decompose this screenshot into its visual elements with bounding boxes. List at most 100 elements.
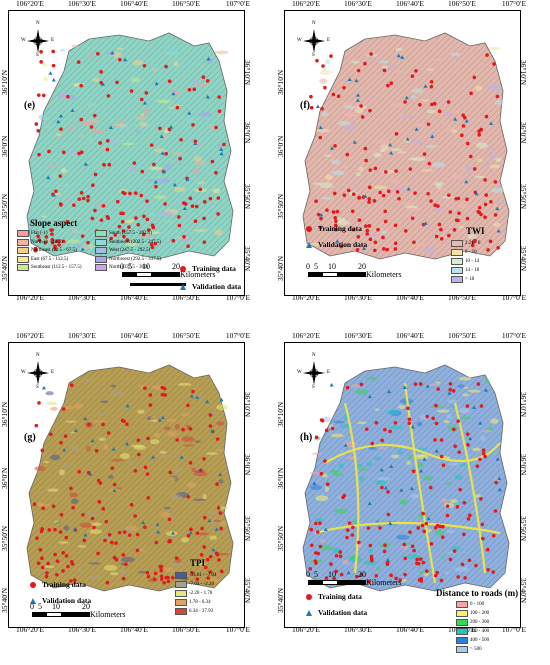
map-frame	[8, 10, 245, 296]
validation-label: Validation data	[42, 596, 92, 605]
training-point	[484, 114, 489, 119]
validation-point	[151, 455, 156, 459]
terrain-texture	[206, 452, 218, 455]
training-point	[99, 218, 104, 222]
training-point	[456, 575, 460, 579]
training-point	[105, 215, 110, 219]
training-point	[356, 235, 361, 239]
training-point	[66, 94, 70, 99]
terrain-texture	[399, 499, 409, 505]
training-point	[102, 163, 106, 167]
training-point	[355, 247, 360, 252]
terrain-texture	[412, 122, 425, 128]
map-frame	[8, 342, 245, 628]
terrain-texture	[396, 534, 410, 540]
validation-point	[346, 570, 351, 575]
training-point	[195, 531, 200, 535]
legend-item: 2.21 - 6	[451, 240, 480, 247]
training-point	[146, 574, 151, 579]
training-point	[117, 530, 122, 535]
terrain-texture	[367, 234, 381, 237]
training-point	[89, 125, 94, 129]
terrain-texture	[139, 121, 148, 127]
terrain-texture	[66, 198, 72, 201]
training-point	[32, 502, 37, 507]
training-point	[421, 560, 426, 565]
terrain-texture	[346, 156, 355, 159]
terrain-texture	[356, 464, 363, 468]
map-canvas	[302, 32, 510, 260]
terrain-texture	[422, 476, 433, 481]
training-point	[58, 530, 63, 534]
training-point	[448, 387, 453, 392]
training-point	[121, 553, 126, 557]
training-point	[46, 561, 50, 566]
training-point	[110, 466, 115, 470]
terrain-texture	[319, 78, 328, 84]
terrain-texture	[216, 421, 225, 426]
legend-item-label: Northeast (22.5 - 67.5)	[31, 248, 77, 253]
training-point	[57, 243, 61, 247]
training-point	[115, 199, 120, 204]
training-point	[481, 451, 486, 456]
legend-item: > 18	[451, 276, 474, 283]
training-point	[364, 158, 368, 163]
training-point	[381, 247, 386, 251]
training-point	[61, 569, 65, 573]
training-point	[494, 480, 498, 485]
validation-point	[478, 421, 483, 425]
training-point	[194, 204, 199, 209]
validation-point	[335, 239, 340, 243]
terrain-texture	[407, 454, 413, 460]
training-point	[107, 533, 112, 537]
panel-letter: (f)	[300, 100, 310, 111]
x-tick-bottom: 107°0′E	[501, 625, 527, 634]
training-point	[452, 427, 456, 432]
terrain-texture	[494, 201, 506, 205]
training-point	[434, 403, 438, 408]
terrain-texture	[443, 110, 451, 117]
terrain-texture	[59, 469, 65, 476]
x-tick-top: 106°40′E	[120, 0, 148, 8]
training-point	[441, 524, 445, 529]
map-canvas	[26, 32, 234, 260]
training-point	[134, 216, 138, 220]
terrain-texture	[421, 99, 430, 102]
terrain-texture	[147, 231, 160, 234]
training-point	[341, 495, 345, 500]
legend-item: > 500	[456, 646, 482, 653]
terrain-texture	[378, 60, 390, 64]
training-point	[435, 570, 440, 575]
validation-point	[434, 449, 439, 453]
training-point	[164, 575, 169, 580]
training-point	[383, 427, 387, 432]
terrain-texture	[332, 473, 344, 477]
legend-item-label: North (0 - 22.5)	[31, 239, 63, 245]
terrain-texture	[344, 112, 357, 118]
validation-point	[41, 385, 46, 390]
validation-point	[400, 55, 405, 59]
validation-point	[219, 151, 224, 156]
validation-point	[315, 104, 320, 109]
terrain-texture	[375, 480, 387, 486]
validation-label: Validation data	[192, 282, 242, 291]
training-point	[117, 57, 122, 62]
training-point	[367, 224, 372, 228]
training-point	[320, 106, 324, 111]
legend-swatch	[17, 255, 29, 263]
study-area	[26, 32, 234, 260]
terrain-texture	[495, 185, 503, 189]
validation-point	[171, 531, 176, 535]
terrain-texture	[447, 462, 461, 466]
terrain-texture	[87, 575, 101, 580]
validation-point	[205, 94, 210, 99]
legend-item: North (0 - 22.5)	[17, 238, 63, 246]
terrain-texture	[441, 121, 448, 126]
terrain-texture	[213, 519, 222, 523]
terrain-texture	[109, 572, 119, 576]
scale-number: 5	[314, 262, 318, 271]
training-point	[217, 558, 221, 562]
terrain-texture	[474, 175, 486, 179]
training-point	[321, 64, 325, 68]
validation-point	[362, 246, 367, 250]
